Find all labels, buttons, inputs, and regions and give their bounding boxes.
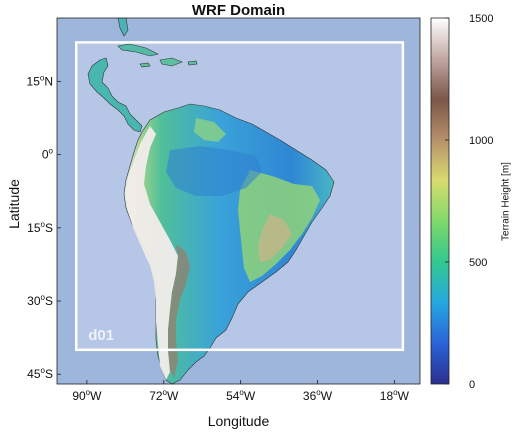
colorbar-tick-label: 0 bbox=[469, 379, 475, 391]
x-tick-label: 54oW bbox=[226, 388, 256, 403]
domain-box bbox=[74, 41, 405, 352]
florida bbox=[117, 18, 129, 37]
y-tick-label: 45oS bbox=[27, 366, 53, 381]
x-axis-ticks: 90oW 72oW 54oW 36oW 18oW bbox=[72, 380, 410, 403]
x-axis-label: Longitude bbox=[207, 413, 270, 429]
hispaniola-island bbox=[159, 57, 183, 67]
y-tick-label: 15oN bbox=[27, 73, 53, 88]
y-tick-label: 30oS bbox=[27, 293, 53, 308]
colorbar-ticks: 0 500 1000 1500 bbox=[445, 13, 493, 391]
y-tick-label: 0o bbox=[42, 147, 54, 162]
colorbar-tick-label: 1000 bbox=[469, 135, 493, 147]
x-tick-label: 90oW bbox=[72, 388, 102, 403]
y-tick-label: 15oS bbox=[27, 220, 53, 235]
highland-peaks bbox=[258, 214, 292, 262]
colorbar-tick-label: 500 bbox=[469, 257, 487, 269]
x-tick-label: 18oW bbox=[380, 388, 410, 403]
y-axis-ticks: 15oN 0o 15oS 30oS 45oS bbox=[27, 73, 61, 381]
x-tick-label: 72oW bbox=[149, 388, 179, 403]
puerto-rico-island bbox=[187, 60, 198, 66]
colorbar bbox=[430, 17, 450, 385]
domain-label: d01 bbox=[88, 327, 114, 344]
cuba-island bbox=[117, 43, 159, 57]
chart-title: WRF Domain bbox=[191, 2, 286, 19]
amazon-basin bbox=[166, 146, 262, 196]
guiana-highlands bbox=[194, 118, 226, 142]
jamaica-island bbox=[139, 62, 151, 68]
andes-highlands bbox=[126, 126, 178, 380]
andes-brown-ridge bbox=[168, 244, 190, 378]
map-frame bbox=[56, 17, 421, 385]
x-tick-label: 36oW bbox=[303, 388, 333, 403]
colorbar-tick-label: 1500 bbox=[469, 13, 493, 25]
central-america bbox=[87, 57, 143, 133]
